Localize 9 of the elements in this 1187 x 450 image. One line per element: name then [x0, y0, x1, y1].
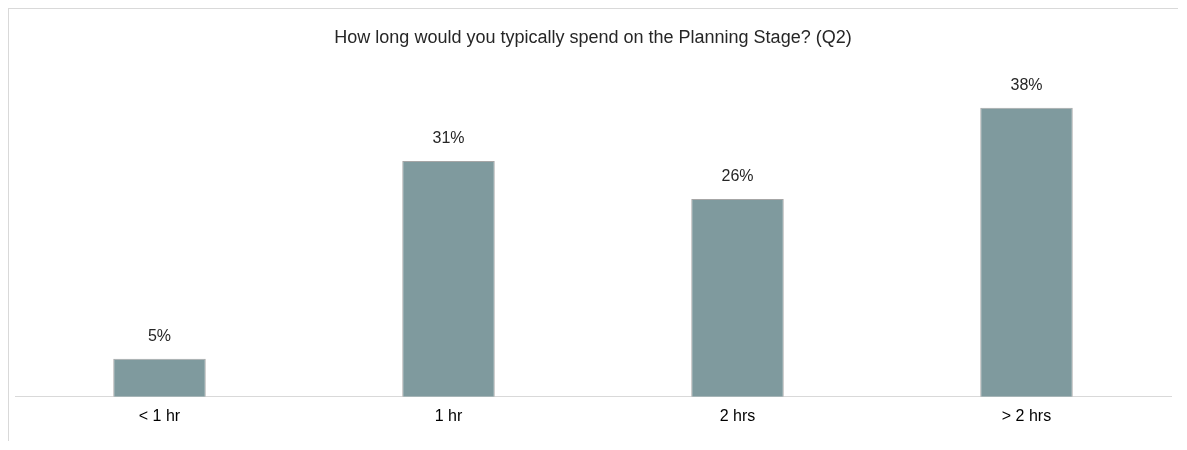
x-tick-label: < 1 hr [138, 406, 181, 424]
data-label: 5% [147, 327, 172, 345]
data-label: 31% [432, 129, 465, 147]
data-label: 38% [1010, 76, 1043, 94]
chart-title: How long would you typically spend on the Planning Stage? (Q2) [334, 26, 852, 47]
x-tick-label: 2 hrs [719, 406, 756, 424]
x-tick-label: > 2 hrs [1001, 406, 1052, 424]
x-tick-label: 1 hr [434, 406, 463, 424]
data-label: 26% [721, 167, 754, 185]
